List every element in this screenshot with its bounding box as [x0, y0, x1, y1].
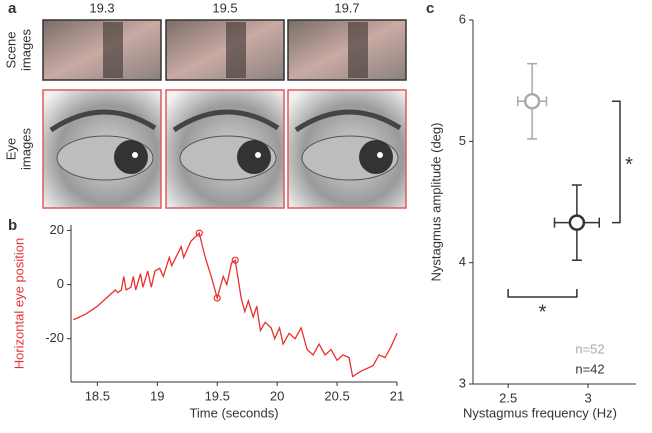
y-tick-label: 6: [459, 11, 466, 26]
y-tick-label: 3: [459, 375, 466, 390]
eyelashes: [294, 109, 402, 133]
y-axis-label: Nystagmus amplitude (deg): [428, 123, 443, 282]
y-tick-label: -20: [45, 330, 64, 345]
glint: [255, 152, 261, 158]
x-tick-label: 19: [150, 388, 164, 403]
point: [568, 214, 586, 231]
highlight-marker: [195, 229, 203, 237]
iris: [359, 140, 393, 174]
row-label: images: [18, 128, 33, 170]
eye-trace: [73, 231, 398, 378]
eyelashes: [172, 109, 280, 133]
legend-label: n=42: [575, 361, 604, 376]
bracket: [507, 289, 578, 298]
panel-label: b: [8, 217, 17, 234]
time-label: 19.5: [212, 0, 237, 15]
row-label: Eye: [3, 138, 18, 160]
x-axis-label: Nystagmus frequency (Hz): [463, 405, 617, 420]
legend-label: n=52: [575, 341, 604, 356]
point: [523, 93, 541, 110]
x-tick-label: 18.5: [85, 388, 110, 403]
highlight-marker: [213, 294, 221, 302]
glint: [377, 152, 383, 158]
scene-image: [42, 19, 162, 81]
eyelashes: [49, 109, 157, 133]
row-label: images: [18, 29, 33, 71]
iris: [237, 140, 271, 174]
scene-window: [226, 22, 246, 78]
scene-image: [287, 19, 407, 81]
x-tick-label: 21: [390, 388, 404, 403]
x-tick-label: 19.5: [205, 388, 230, 403]
x-axis-label: Time (seconds): [189, 405, 278, 420]
x-tick-label: 2.5: [499, 390, 517, 405]
time-label: 19.7: [334, 0, 359, 15]
x-tick-label: 3: [584, 390, 591, 405]
significance: *: [625, 154, 633, 176]
highlight-marker: [231, 256, 239, 264]
y-tick-label: 5: [459, 133, 466, 148]
x-tick-label: 20.5: [324, 388, 349, 403]
glint: [132, 152, 138, 158]
scene-window: [348, 22, 368, 78]
x-tick-label: 20: [270, 388, 284, 403]
row-label: Scene: [3, 32, 18, 69]
panel-label: c: [426, 0, 434, 17]
y-tick-label: 20: [50, 222, 64, 237]
bracket: [612, 100, 621, 224]
y-axis-label: Horizontal eye position: [11, 238, 26, 370]
iris: [114, 140, 148, 174]
significance: *: [539, 301, 547, 323]
time-label: 19.3: [89, 0, 114, 15]
scene-window: [103, 22, 123, 78]
y-tick-label: 0: [57, 276, 64, 291]
y-tick-label: 4: [459, 254, 466, 269]
scene-image: [165, 19, 285, 81]
panel-label: a: [8, 0, 17, 17]
